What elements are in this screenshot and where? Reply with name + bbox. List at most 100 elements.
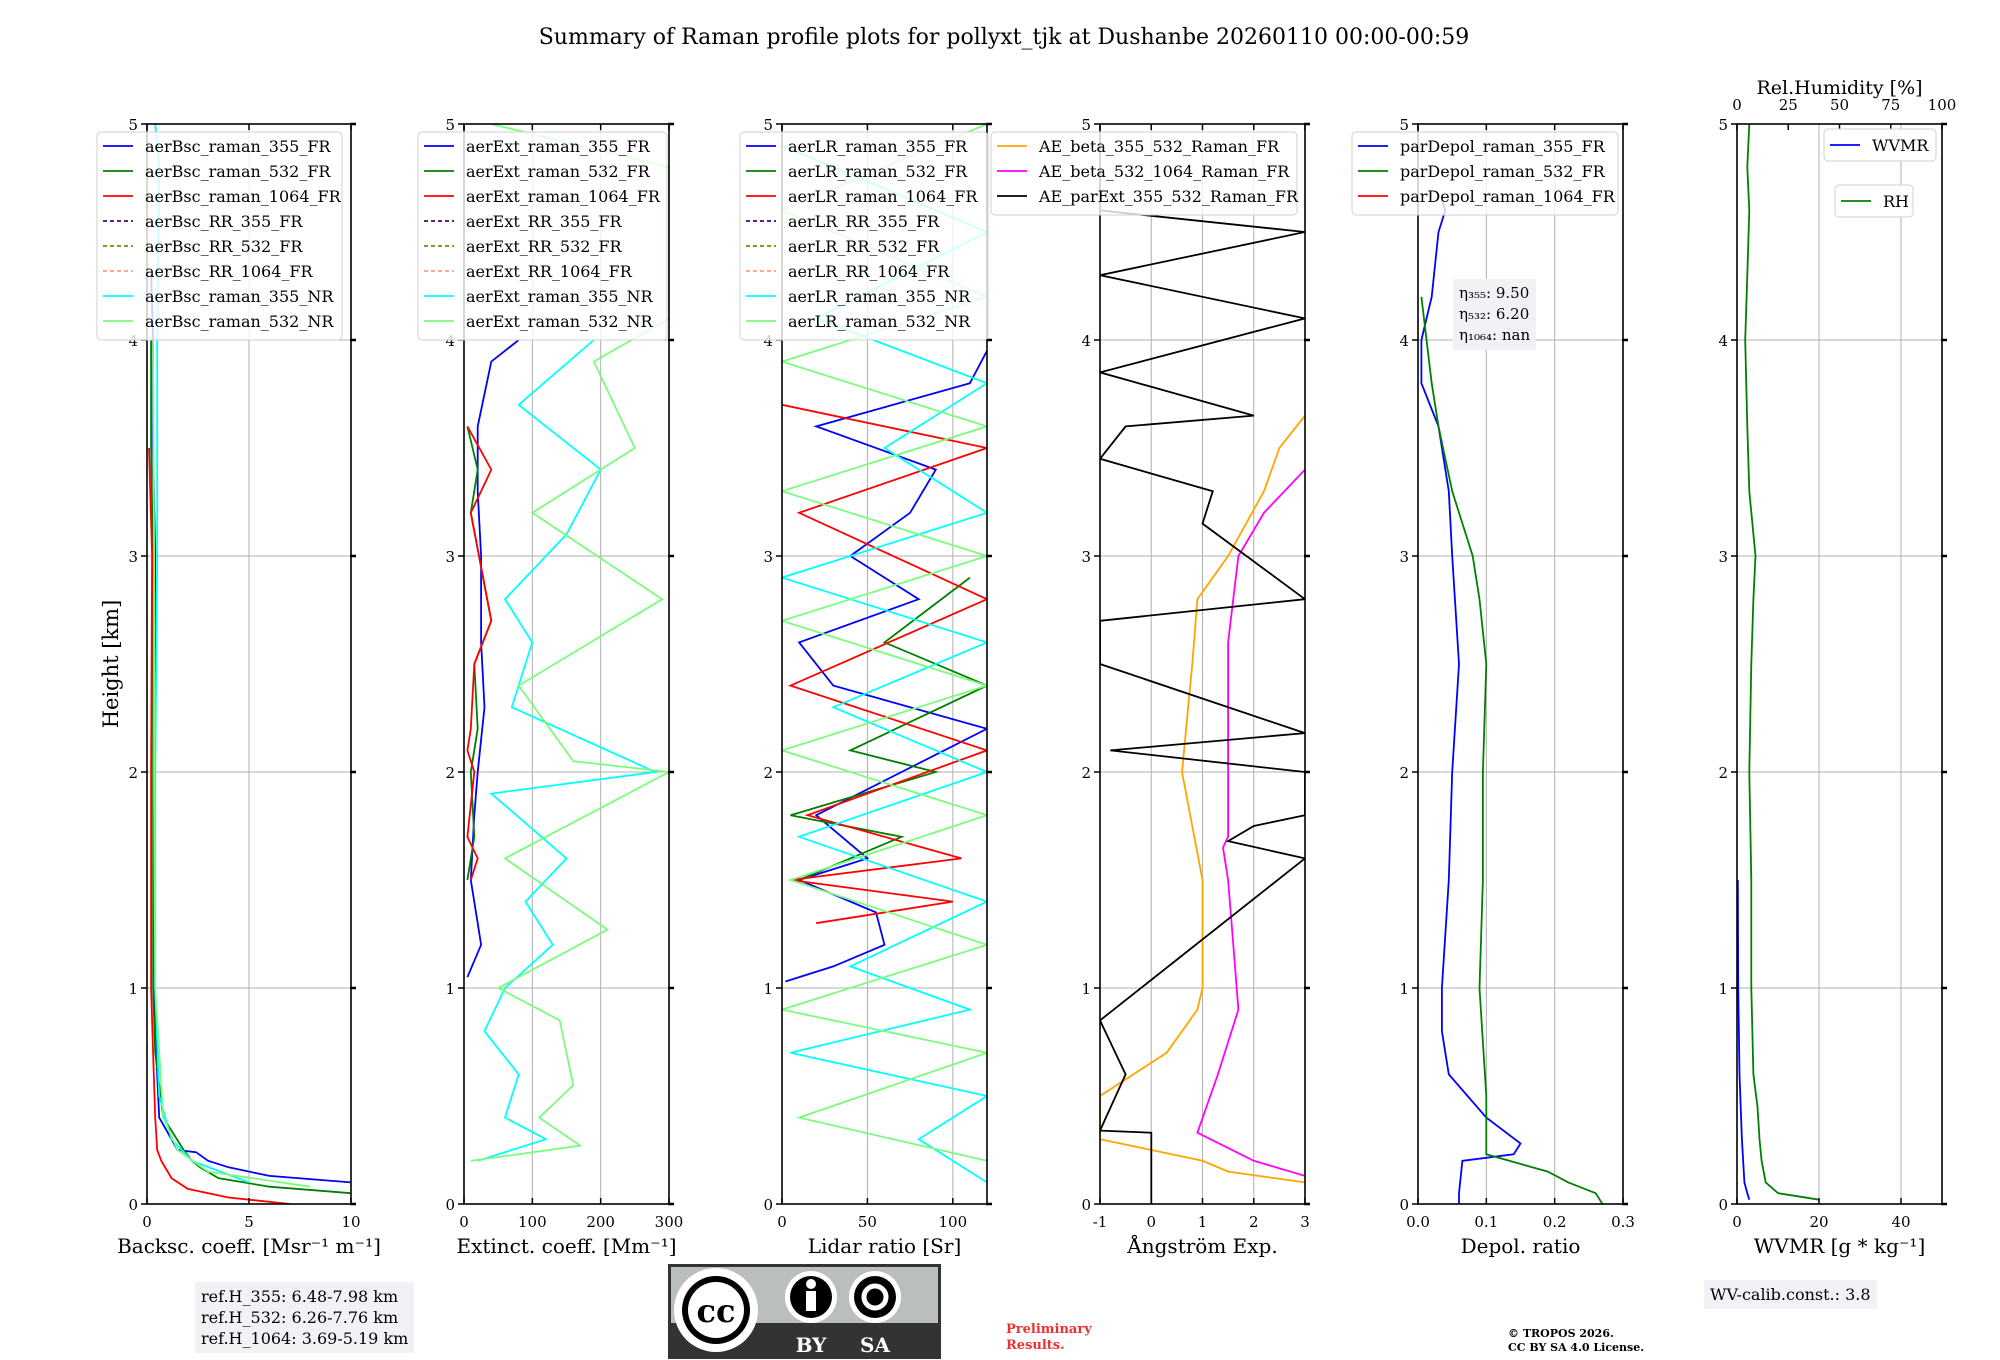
- legend: aerExt_raman_355_FR aerExt_raman_532_FRae…: [417, 131, 668, 341]
- legend-label: aerLR_raman_1064_FR: [788, 187, 978, 206]
- y-tick-label: 2: [128, 764, 138, 782]
- legend-label: aerBsc_raman_1064_FR: [145, 187, 342, 206]
- series-line-aerBsc_raman_1064_FR: [148, 447, 290, 1204]
- x-tick-label: 3: [1300, 1213, 1310, 1231]
- series-line-aerExt_raman_532_NR: [470, 124, 669, 1162]
- legend-label: parDepol_raman_532_FR: [1400, 162, 1606, 181]
- x-axis-label: Depol. ratio: [1461, 1234, 1581, 1258]
- preliminary-note: Preliminary Results.: [1006, 1322, 1092, 1354]
- preliminary-line-1: Preliminary: [1006, 1322, 1092, 1337]
- x-tick-label: 0.3: [1611, 1213, 1635, 1231]
- y-tick-label: 5: [763, 116, 773, 134]
- series-line-aerLR_raman_355_NR: [782, 144, 987, 1184]
- series-group: [1737, 124, 1820, 1201]
- y-tick-label: 4: [1399, 332, 1409, 350]
- y-tick-label: 1: [763, 980, 773, 998]
- y-tick-label: 3: [445, 548, 455, 566]
- legend-label: aerBsc_raman_355_NR: [145, 287, 334, 306]
- y-tick-label: 5: [1081, 116, 1091, 134]
- axes-frame: [463, 123, 670, 1205]
- series-line-WVMR: [1737, 879, 1751, 1200]
- x-axis-label: Extinct. coeff. [Mm⁻¹]: [456, 1234, 676, 1258]
- eta-1064: η₁₀₆₄: nan: [1459, 326, 1531, 344]
- copyright-note: © TROPOS 2026. CC BY SA 4.0 License.: [1508, 1327, 1644, 1355]
- legend-label: aerLR_raman_532_NR: [788, 312, 971, 331]
- series-line-RH: [1744, 124, 1820, 1201]
- x-tick-label: 5: [244, 1213, 254, 1231]
- top-x-axis-label: Rel.Humidity [%]: [1756, 77, 1922, 99]
- legend: aerBsc_raman_355_FR aerBsc_raman_532_FRae…: [96, 131, 343, 341]
- eta-355: η₃₅₅: 9.50: [1459, 284, 1530, 302]
- y-tick-label: 1: [1081, 980, 1091, 998]
- y-tick-label: 3: [1399, 548, 1409, 566]
- panel-3: 0 50 100 0 1 2 3 4 5 Lidar ratio [Sr] aerLR_raman_…: [739, 116, 992, 1258]
- y-tick-label: 2: [1718, 764, 1728, 782]
- legend-frame: [1834, 184, 1914, 218]
- legend-label: aerExt_raman_355_FR: [466, 137, 651, 156]
- y-tick-label: 2: [1081, 764, 1091, 782]
- top-x-tick-label: 0: [1732, 96, 1742, 114]
- top-x-tick-label: 25: [1779, 96, 1798, 114]
- legend-label: aerBsc_RR_355_FR: [145, 212, 303, 231]
- legend-label: aerExt_raman_532_FR: [466, 162, 651, 181]
- series-line-aerLR_raman_1064_FR: [782, 403, 987, 925]
- series-line-parDepol_raman_532_FR: [1420, 296, 1604, 1204]
- copyright-line-2: CC BY SA 4.0 License.: [1508, 1341, 1645, 1354]
- series-line-aerBsc_raman_532_NR: [152, 339, 311, 1188]
- ref-height-1064: ref.H_1064: 3.69-5.19 km: [201, 1329, 409, 1348]
- preliminary-line-2: Results.: [1006, 1338, 1065, 1353]
- legend-label: aerBsc_raman_532_NR: [145, 312, 334, 331]
- x-tick-label: 100: [518, 1213, 547, 1231]
- y-tick-label: 0: [1081, 1196, 1091, 1214]
- by-text: BY: [796, 1333, 828, 1357]
- top-x-tick-label: 100: [1928, 96, 1957, 114]
- y-tick-label: 1: [128, 980, 138, 998]
- series-group: [1420, 199, 1604, 1204]
- legend-label: aerLR_raman_532_FR: [788, 162, 968, 181]
- series-line-aerLR_raman_355_FR: [785, 350, 987, 983]
- top-x-tick-label: 75: [1881, 96, 1900, 114]
- legend-label: aerBsc_RR_532_FR: [145, 237, 303, 256]
- y-tick-label: 3: [1718, 548, 1728, 566]
- legend-label: AE_parExt_355_532_Raman_FR: [1038, 187, 1299, 206]
- series-line-parDepol_raman_355_FR: [1420, 199, 1522, 1204]
- x-tick-label: 0.0: [1406, 1213, 1430, 1231]
- x-tick-label: 0: [777, 1213, 787, 1231]
- x-axis-label: Ångström Exp.: [1126, 1233, 1277, 1258]
- legend-label: aerExt_RR_355_FR: [466, 212, 623, 231]
- x-tick-label: 40: [1891, 1213, 1910, 1231]
- legend-label: aerExt_raman_1064_FR: [466, 187, 661, 206]
- series-group: [466, 124, 669, 1162]
- y-axis-label: Height [km]: [99, 600, 123, 729]
- x-tick-label: 0: [459, 1213, 469, 1231]
- legend-RH: RH: [1834, 184, 1914, 218]
- y-tick-label: 5: [128, 116, 138, 134]
- y-tick-label: 4: [445, 332, 455, 350]
- legend-label: parDepol_raman_355_FR: [1400, 137, 1606, 156]
- x-tick-label: 2: [1249, 1213, 1259, 1231]
- x-tick-label: 20: [1809, 1213, 1828, 1231]
- reference-height-box: ref.H_355: 6.48-7.98 km ref.H_532: 6.26-…: [195, 1282, 415, 1353]
- legend-label: aerExt_RR_1064_FR: [466, 262, 633, 281]
- axes-frame: [1736, 123, 1943, 1205]
- cc-by-sa-logo: cc BY SA: [668, 1264, 941, 1359]
- legend-frame: [739, 131, 989, 341]
- legend-label: aerLR_RR_355_FR: [788, 212, 940, 231]
- legend-label: aerBsc_RR_1064_FR: [145, 262, 314, 281]
- ref-height-355: ref.H_355: 6.48-7.98 km: [201, 1287, 399, 1306]
- y-tick-label: 4: [763, 332, 773, 350]
- wv-calibration-constant: WV-calib.const.: 3.8: [1710, 1285, 1871, 1304]
- x-tick-label: 0.2: [1543, 1213, 1567, 1231]
- x-tick-label: 300: [655, 1213, 684, 1231]
- y-tick-label: 1: [445, 980, 455, 998]
- legend-label: aerLR_raman_355_FR: [788, 137, 968, 156]
- legend-frame: [96, 131, 343, 341]
- eta-532: η₅₃₂: 6.20: [1459, 305, 1530, 323]
- legend-label: RH: [1883, 192, 1909, 211]
- x-tick-label: 50: [858, 1213, 877, 1231]
- panel-1: 0 5 10 0 1 2 3 4 5 Backsc. coeff. [Msr⁻¹ m⁻¹] aerB…: [96, 116, 381, 1258]
- copyright-line-1: © TROPOS 2026.: [1508, 1327, 1614, 1340]
- legend-frame: [990, 131, 1298, 216]
- y-tick-label: 5: [1399, 116, 1409, 134]
